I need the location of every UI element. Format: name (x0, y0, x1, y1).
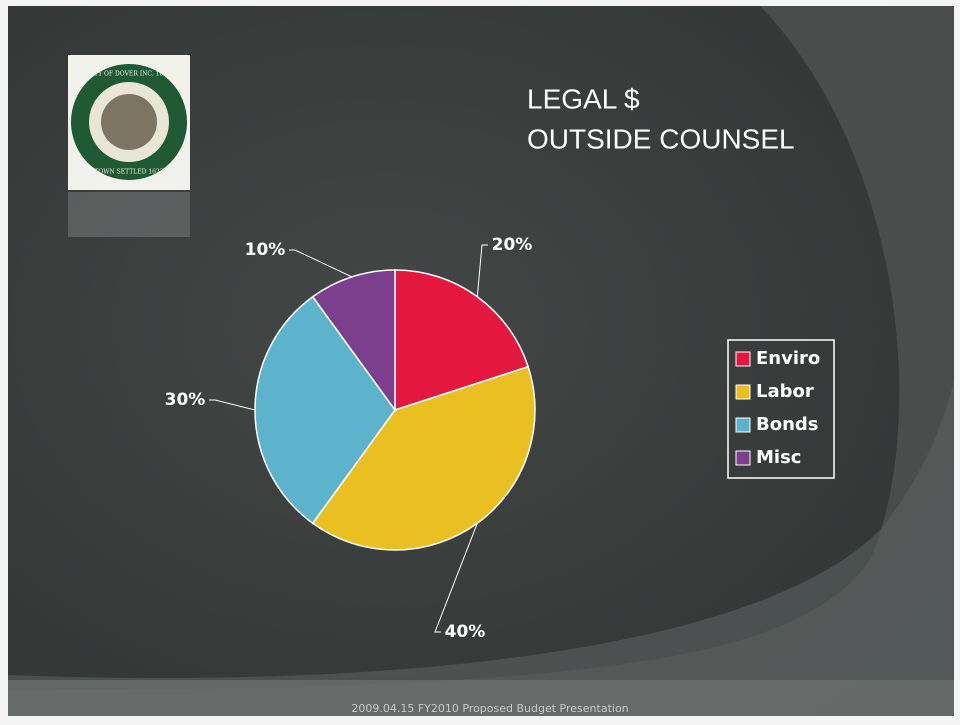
footer: 2009.04.15 FY2010 Proposed Budget Presen… (351, 702, 628, 715)
legend-swatch (735, 384, 751, 400)
leader-line (476, 244, 488, 297)
logo: CITY OF DOVER INC. 1855 TOWN SETTLED 162… (68, 55, 190, 237)
seal-image (101, 94, 157, 150)
seal-bottom-text: TOWN SETTLED 1623 (94, 169, 163, 176)
legend-label: Labor (756, 381, 814, 402)
leader-line (209, 399, 256, 411)
legend-label: Enviro (756, 348, 820, 369)
footer-band (8, 680, 954, 716)
leader-line (289, 249, 352, 278)
legend-swatch (735, 417, 751, 433)
title-line: LEGAL $ (527, 83, 640, 114)
pie-slice (254, 295, 396, 525)
data-label: 40% (445, 622, 486, 642)
legend-box (727, 339, 835, 479)
title-line: OUTSIDE COUNSEL (527, 123, 795, 154)
logo-reflection (68, 192, 190, 237)
data-label: 30% (165, 390, 206, 410)
data-label: 20% (492, 235, 533, 255)
leader-line (434, 523, 478, 633)
data-label: 10% (245, 240, 286, 260)
legend-label: Misc (756, 447, 801, 468)
legend-label: Bonds (756, 414, 819, 435)
swoosh (8, 380, 954, 716)
legend-swatch (735, 351, 751, 367)
pie-slice (311, 365, 536, 551)
pie-slice (394, 269, 530, 412)
legend-swatch (735, 450, 751, 466)
seal-top-text: CITY OF DOVER INC. 1855 (87, 71, 171, 78)
pie-slice (311, 269, 396, 413)
